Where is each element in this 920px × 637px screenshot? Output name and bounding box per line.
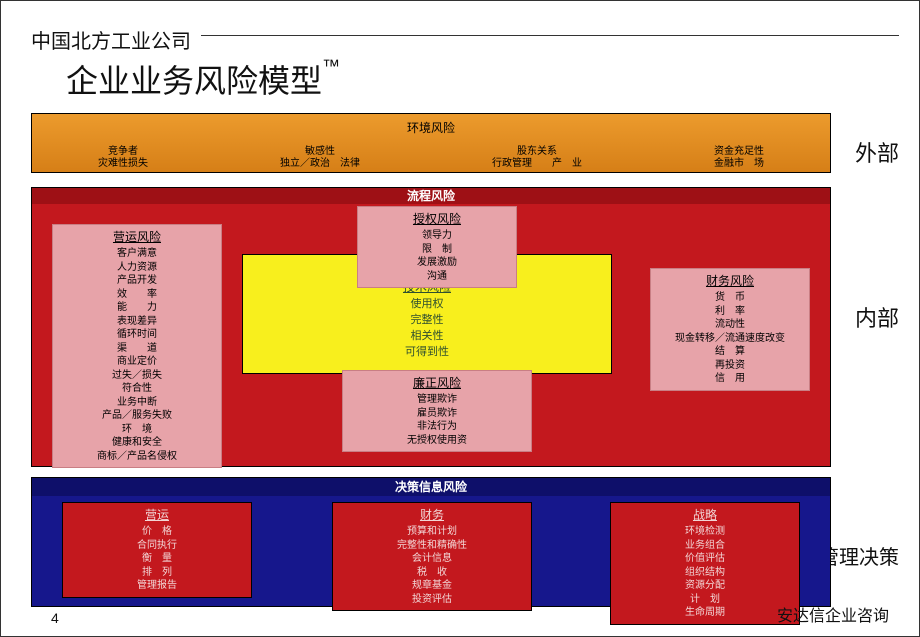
decision-info-header: 决策信息风险 xyxy=(32,478,830,496)
header-rule xyxy=(201,35,899,36)
environment-risk-title: 环境风险 xyxy=(32,119,830,136)
slide-title: 企业业务风险模型™ xyxy=(66,56,340,102)
footer-firm: 安达信企业咨询 xyxy=(777,602,889,626)
environment-col: 竞争者灾难性损失 xyxy=(98,146,148,169)
environment-col: 资金充足性金融市 场 xyxy=(714,146,764,169)
side-label-mgmt: 管理决策 xyxy=(819,541,899,570)
side-label-internal: 内部 xyxy=(855,301,899,333)
title-text: 企业业务风险模型 xyxy=(66,63,322,99)
company-name: 中国北方工业公司 xyxy=(31,25,191,54)
info-tech-risk-lines: 使用权完整性相关性可得到性 xyxy=(243,295,611,359)
slide: 中国北方工业公司 企业业务风险模型™ 外部 内部 管理决策 环境风险 竞争者灾难… xyxy=(0,0,920,637)
ops-risk-box: 营运风险客户满意人力资源产品开发效 率能 力表现差异循环时间渠 道商业定价过失／… xyxy=(52,224,222,468)
integrity-risk-box: 廉正风险管理欺诈雇员欺诈非法行为无授权使用资 xyxy=(342,370,532,452)
environment-risk-box: 环境风险 竞争者灾难性损失 敏感性独立／政治 法律 股东关系行政管理 产 业 资金充足… xyxy=(31,113,831,173)
environment-col: 股东关系行政管理 产 业 xyxy=(492,146,582,169)
decision-ops-box: 营运价 格合同执行衡 量排 列管理报告 xyxy=(62,502,252,598)
decision-finance-box: 财务预算和计划完整性和精确性会计信息税 收规章基金投资评估 xyxy=(332,502,532,611)
finance-risk-box: 财务风险货 币利 率流动性现金转移／流通速度改变结 算再投资信 用 xyxy=(650,268,810,391)
tm-mark: ™ xyxy=(322,56,340,76)
auth-risk-box: 授权风险领导力限 制发展激励沟通 xyxy=(357,206,517,288)
process-risk-box: 流程风险 信息处理/ 技术风险 使用权完整性相关性可得到性 授权风险领导力限 制… xyxy=(31,187,831,467)
decision-info-box: 决策信息风险 营运价 格合同执行衡 量排 列管理报告 财务预算和计划完整性和精确… xyxy=(31,477,831,607)
page-number: 4 xyxy=(51,610,59,626)
environment-risk-items: 竞争者灾难性损失 敏感性独立／政治 法律 股东关系行政管理 产 业 资金充足性金融市 … xyxy=(32,146,830,169)
decision-strategy-box: 战略环境检测业务组合价值评估组织结构资源分配计 划生命周期 xyxy=(610,502,800,625)
side-label-external: 外部 xyxy=(855,136,899,168)
process-risk-header: 流程风险 xyxy=(32,188,830,204)
environment-col: 敏感性独立／政治 法律 xyxy=(280,146,360,169)
